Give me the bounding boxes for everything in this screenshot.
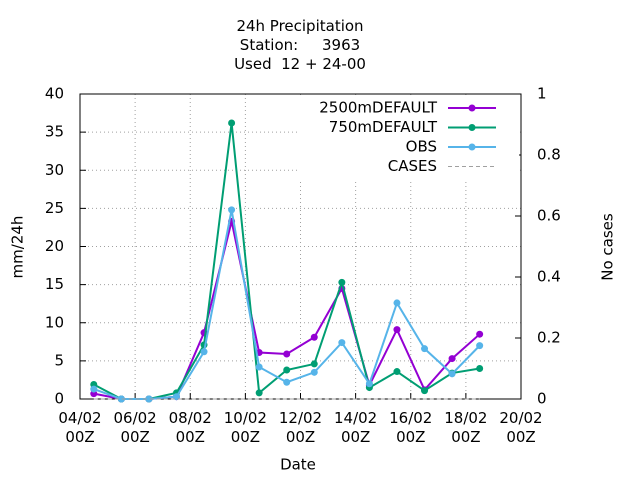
data-point: [476, 330, 484, 338]
data-point: [338, 339, 346, 347]
y-tick-label: 30: [45, 161, 64, 179]
data-point: [310, 333, 318, 341]
data-point: [421, 345, 429, 353]
y2-tick-label: 0: [537, 390, 547, 408]
data-point: [283, 378, 291, 386]
legend-label: OBS: [406, 138, 437, 156]
data-point: [228, 206, 236, 214]
data-point: [283, 350, 291, 358]
y-tick-label: 40: [45, 85, 64, 103]
data-point: [255, 363, 263, 371]
x-tick-label: 06/02 00Z: [113, 409, 157, 446]
data-point: [145, 395, 153, 403]
x-tick-label: 18/02 00Z: [444, 409, 488, 446]
x-axis-label: Date: [280, 456, 316, 474]
y-tick-label: 5: [54, 351, 64, 369]
data-point: [476, 365, 484, 372]
x-tick-label: 12/02 00Z: [278, 409, 323, 446]
data-point: [310, 360, 318, 368]
data-point: [228, 119, 236, 127]
chart-title: 24h Precipitation: [236, 17, 364, 35]
data-point: [172, 393, 180, 401]
legend-marker: [468, 124, 476, 131]
data-point: [338, 278, 346, 286]
data-point: [117, 395, 125, 403]
y-tick-label: 10: [45, 313, 64, 331]
data-point: [310, 368, 318, 376]
y2-tick-label: 0.8: [537, 146, 561, 164]
data-point: [90, 385, 98, 393]
data-point: [448, 370, 456, 378]
y-tick-label: 35: [45, 123, 64, 141]
data-point: [421, 387, 429, 395]
data-point: [393, 299, 401, 307]
y-tick-label: 15: [45, 275, 64, 293]
data-point: [200, 348, 208, 356]
data-point: [393, 326, 401, 334]
y2-tick-label: 0.6: [537, 207, 561, 225]
y-axis-label: mm/24h: [9, 216, 27, 279]
x-tick-label: 08/02 00Z: [168, 409, 212, 446]
x-tick-label: 20/02 00Z: [499, 409, 543, 446]
x-tick-label: 16/02 00Z: [389, 409, 433, 446]
data-point: [283, 366, 291, 374]
y-tick-label: 0: [54, 390, 64, 408]
legend-marker: [468, 143, 476, 151]
x-tick-label: 10/02 00Z: [223, 409, 267, 446]
legend-background: [300, 96, 519, 182]
data-point: [476, 342, 484, 350]
legend-marker: [468, 104, 476, 112]
y2-tick-label: 0.2: [537, 329, 561, 347]
legend-label: 750mDEFAULT: [329, 118, 438, 136]
data-point: [393, 368, 401, 376]
x-tick-label: 14/02 00Z: [334, 409, 378, 446]
data-point: [365, 380, 373, 388]
y-tick-label: 25: [45, 199, 64, 217]
chart-subtitle: Station: 3963: [239, 36, 361, 54]
y2-tick-label: 0.4: [537, 268, 561, 286]
data-point: [255, 389, 263, 397]
y2-axis-label: No cases: [599, 213, 617, 281]
y-tick-label: 20: [45, 237, 64, 255]
y2-tick-label: 1: [537, 85, 547, 103]
legend-label: 2500mDEFAULT: [319, 99, 438, 117]
data-point: [448, 355, 456, 363]
x-tick-label: 04/02 00Z: [58, 409, 102, 446]
chart-subtitle: Used 12 + 24-00: [234, 55, 366, 73]
legend-label: CASES: [388, 157, 437, 175]
